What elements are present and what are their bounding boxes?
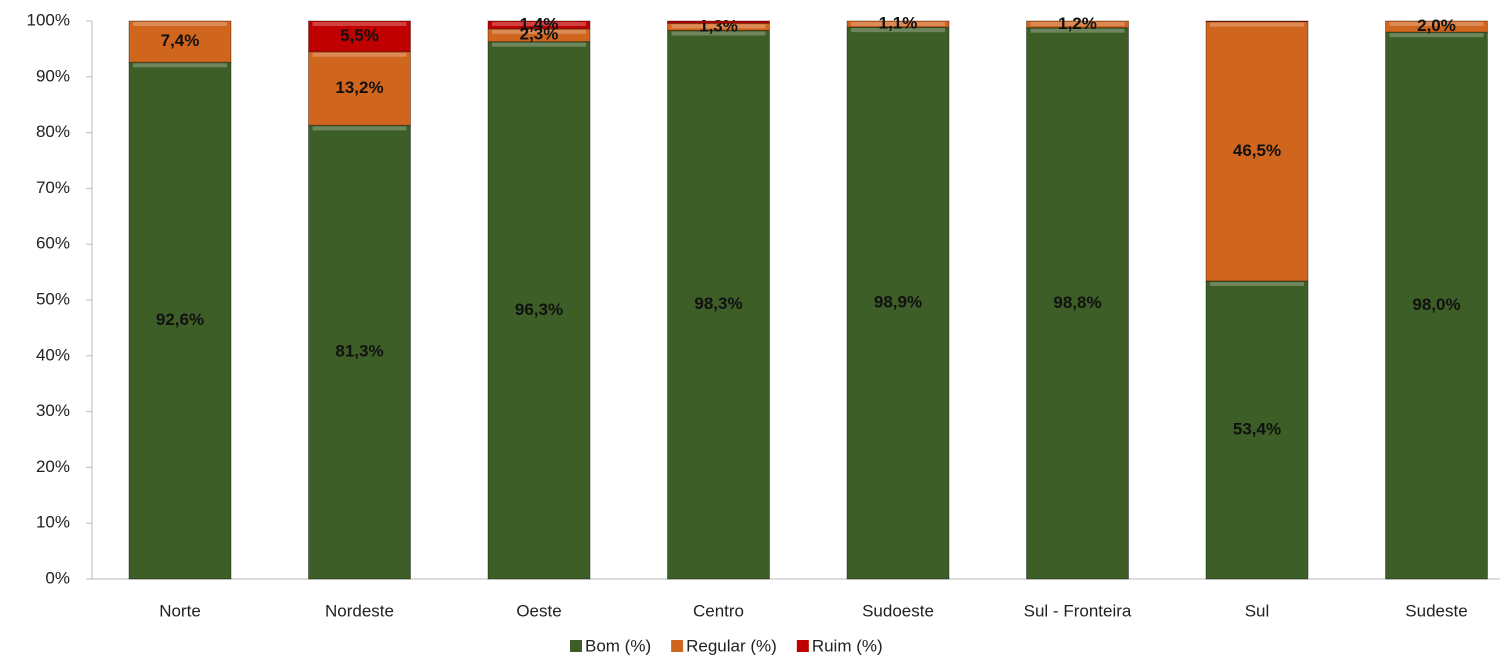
legend-swatch: [796, 640, 809, 652]
bar-highlight: [1210, 282, 1304, 287]
x-tick-label: Sul - Fronteira: [1024, 601, 1132, 620]
bar-segment: [1026, 27, 1129, 580]
bar-segment: [1385, 20, 1488, 33]
bar-highlight: [492, 29, 586, 34]
bar-highlight: [312, 126, 407, 131]
value-label: 98,3%: [694, 294, 742, 313]
value-label: 46,5%: [1233, 141, 1281, 160]
value-label: 13,2%: [335, 78, 383, 97]
bar-highlight: [133, 63, 227, 68]
y-tick-label: 90%: [36, 66, 70, 85]
value-label: 81,3%: [335, 342, 383, 361]
value-label: 1,4%: [520, 14, 559, 33]
bar-highlight: [312, 22, 407, 26]
legend-label: Bom (%): [585, 636, 651, 655]
y-tick-label: 80%: [36, 122, 70, 141]
bar-segment: [1205, 280, 1309, 580]
y-tick-label: 0%: [45, 568, 70, 587]
bar-segment: [308, 124, 411, 580]
y-tick-label: 40%: [36, 345, 70, 364]
value-label: 7,4%: [161, 31, 200, 50]
y-tick-label: 50%: [36, 289, 70, 308]
value-label: 98,9%: [874, 293, 922, 312]
bar-highlight: [492, 42, 586, 47]
bar-highlight: [851, 22, 945, 26]
value-label: 98,0%: [1412, 295, 1460, 314]
bar-segment: [308, 20, 411, 53]
bar-segment: [846, 20, 950, 28]
y-tick-label: 30%: [36, 401, 70, 420]
x-tick-label: Centro: [693, 601, 744, 620]
legend-swatch: [570, 640, 582, 652]
value-label: 1,3%: [699, 16, 738, 35]
bar-segment: [667, 20, 770, 24]
bar-highlight: [851, 28, 945, 33]
bar-highlight: [1030, 22, 1125, 26]
bar-segment: [1205, 20, 1309, 23]
y-tick-label: 60%: [36, 234, 70, 253]
value-label: 1,2%: [1058, 14, 1097, 33]
bar-segment: [1385, 31, 1488, 580]
bar-highlight: [1389, 22, 1484, 26]
value-label: 98,8%: [1053, 293, 1101, 312]
bar-highlight: [312, 52, 407, 57]
x-tick-label: Nordeste: [325, 601, 394, 620]
value-label: 96,3%: [515, 300, 563, 319]
bar-highlight: [1030, 28, 1125, 33]
y-tick-label: 100%: [27, 10, 70, 29]
bar-highlight: [133, 22, 227, 26]
y-tick-label: 70%: [36, 178, 70, 197]
legend-label: Ruim (%): [812, 636, 883, 655]
bar-segment: [128, 61, 232, 580]
bar-segment: [1026, 20, 1129, 29]
value-label: 92,6%: [156, 310, 204, 329]
bar-highlight: [671, 24, 766, 29]
x-tick-label: Sudeste: [1405, 601, 1467, 620]
legend-label: Regular (%): [686, 636, 777, 655]
bar-highlight: [671, 31, 766, 36]
value-label: 5,5%: [340, 26, 379, 45]
bar-segment: [1205, 21, 1309, 282]
bar-highlight: [1210, 22, 1304, 27]
y-tick-label: 10%: [36, 513, 70, 532]
x-tick-label: Oeste: [516, 601, 561, 620]
y-tick-label: 20%: [36, 457, 70, 476]
value-label: 1,1%: [879, 14, 918, 33]
bar-segment: [308, 51, 411, 126]
bar-highlight: [492, 22, 586, 26]
value-label: 53,4%: [1233, 419, 1281, 438]
x-tick-label: Sudoeste: [862, 601, 934, 620]
x-tick-label: Sul: [1245, 601, 1270, 620]
bar-segment: [846, 26, 950, 580]
x-tick-label: Norte: [159, 601, 201, 620]
bar-segment: [487, 20, 591, 30]
value-label: 2,0%: [1417, 16, 1456, 35]
legend-swatch: [671, 640, 684, 652]
bar-segment: [128, 20, 232, 63]
bar-highlight: [1389, 33, 1484, 38]
value-label: 2,3%: [520, 25, 559, 44]
